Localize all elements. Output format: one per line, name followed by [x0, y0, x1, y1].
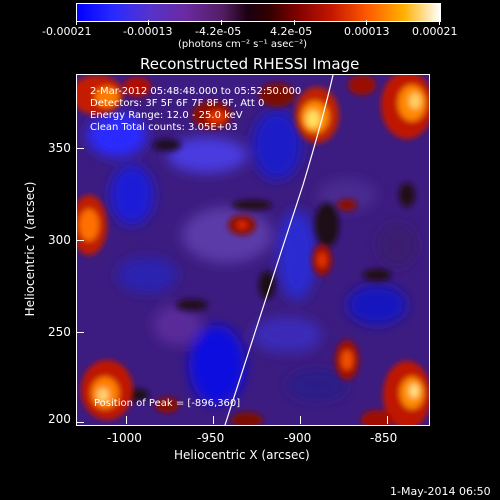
colorbar-tick-label: 0.00021	[412, 25, 458, 38]
peak-position-label: Position of Peak = [-896,360]	[94, 398, 241, 409]
colorbar	[76, 3, 441, 22]
y-axis-title: Heliocentric Y (arcsec)	[23, 181, 37, 317]
colorbar-tick-label: 4.2e-05	[270, 25, 313, 38]
x-axis-title: Heliocentric X (arcsec)	[174, 448, 310, 462]
y-axis-tick	[76, 240, 84, 241]
image-hot-regions	[77, 75, 429, 425]
observation-info: 2-Mar-2012 05:48:48.000 to 05:52:50.000 …	[90, 86, 390, 136]
colorbar-tick	[148, 20, 149, 25]
rhessi-image	[76, 74, 430, 426]
info-clean-counts: Clean Total counts: 3.05E+03	[90, 122, 238, 133]
rhessi-image-map	[77, 75, 429, 425]
colorbar-tick	[366, 20, 367, 25]
x-axis-tick	[213, 416, 214, 424]
y-tick-label: 300	[48, 233, 71, 247]
footer-timestamp: 1-May-2014 06:50	[390, 485, 491, 498]
x-tick-label: -950	[197, 431, 225, 445]
colorbar-tick-label: -0.00013	[123, 25, 173, 38]
y-axis-tick	[76, 422, 84, 423]
x-tick-label: -900	[284, 431, 312, 445]
x-axis-tick	[126, 416, 127, 424]
plot-title: Reconstructed RHESSI Image	[140, 55, 360, 73]
x-axis-tick	[300, 416, 301, 424]
image-dark-features	[125, 139, 415, 401]
info-time-range: 2-Mar-2012 05:48:48.000 to 05:52:50.000	[90, 86, 302, 97]
y-tick-label: 350	[48, 141, 71, 155]
info-detectors: Detectors: 3F 5F 6F 7F 8F 9F, Att 0	[90, 98, 265, 109]
y-axis-tick	[76, 332, 84, 333]
colorbar-tick	[294, 20, 295, 25]
colorbar-unit-label: (photons cm⁻² s⁻¹ asec⁻²)	[178, 39, 308, 50]
info-energy-range: Energy Range: 12.0 - 25.0 keV	[90, 110, 243, 121]
image-texture	[87, 110, 417, 405]
colorbar-tick-label: 0.00013	[344, 25, 390, 38]
y-tick-label: 200	[48, 412, 71, 426]
colorbar-tick-label: -0.00021	[42, 25, 92, 38]
x-tick-label: -1000	[107, 431, 142, 445]
y-tick-label: 250	[48, 325, 71, 339]
colorbar-tick	[221, 20, 222, 25]
y-axis-tick	[76, 148, 84, 149]
solar-limb-line	[224, 75, 334, 425]
colorbar-tick-label: -4.2e-05	[195, 25, 242, 38]
colorbar-tick	[439, 20, 440, 25]
x-axis-tick	[387, 416, 388, 424]
colorbar-tick	[76, 20, 77, 25]
x-tick-label: -850	[370, 431, 398, 445]
